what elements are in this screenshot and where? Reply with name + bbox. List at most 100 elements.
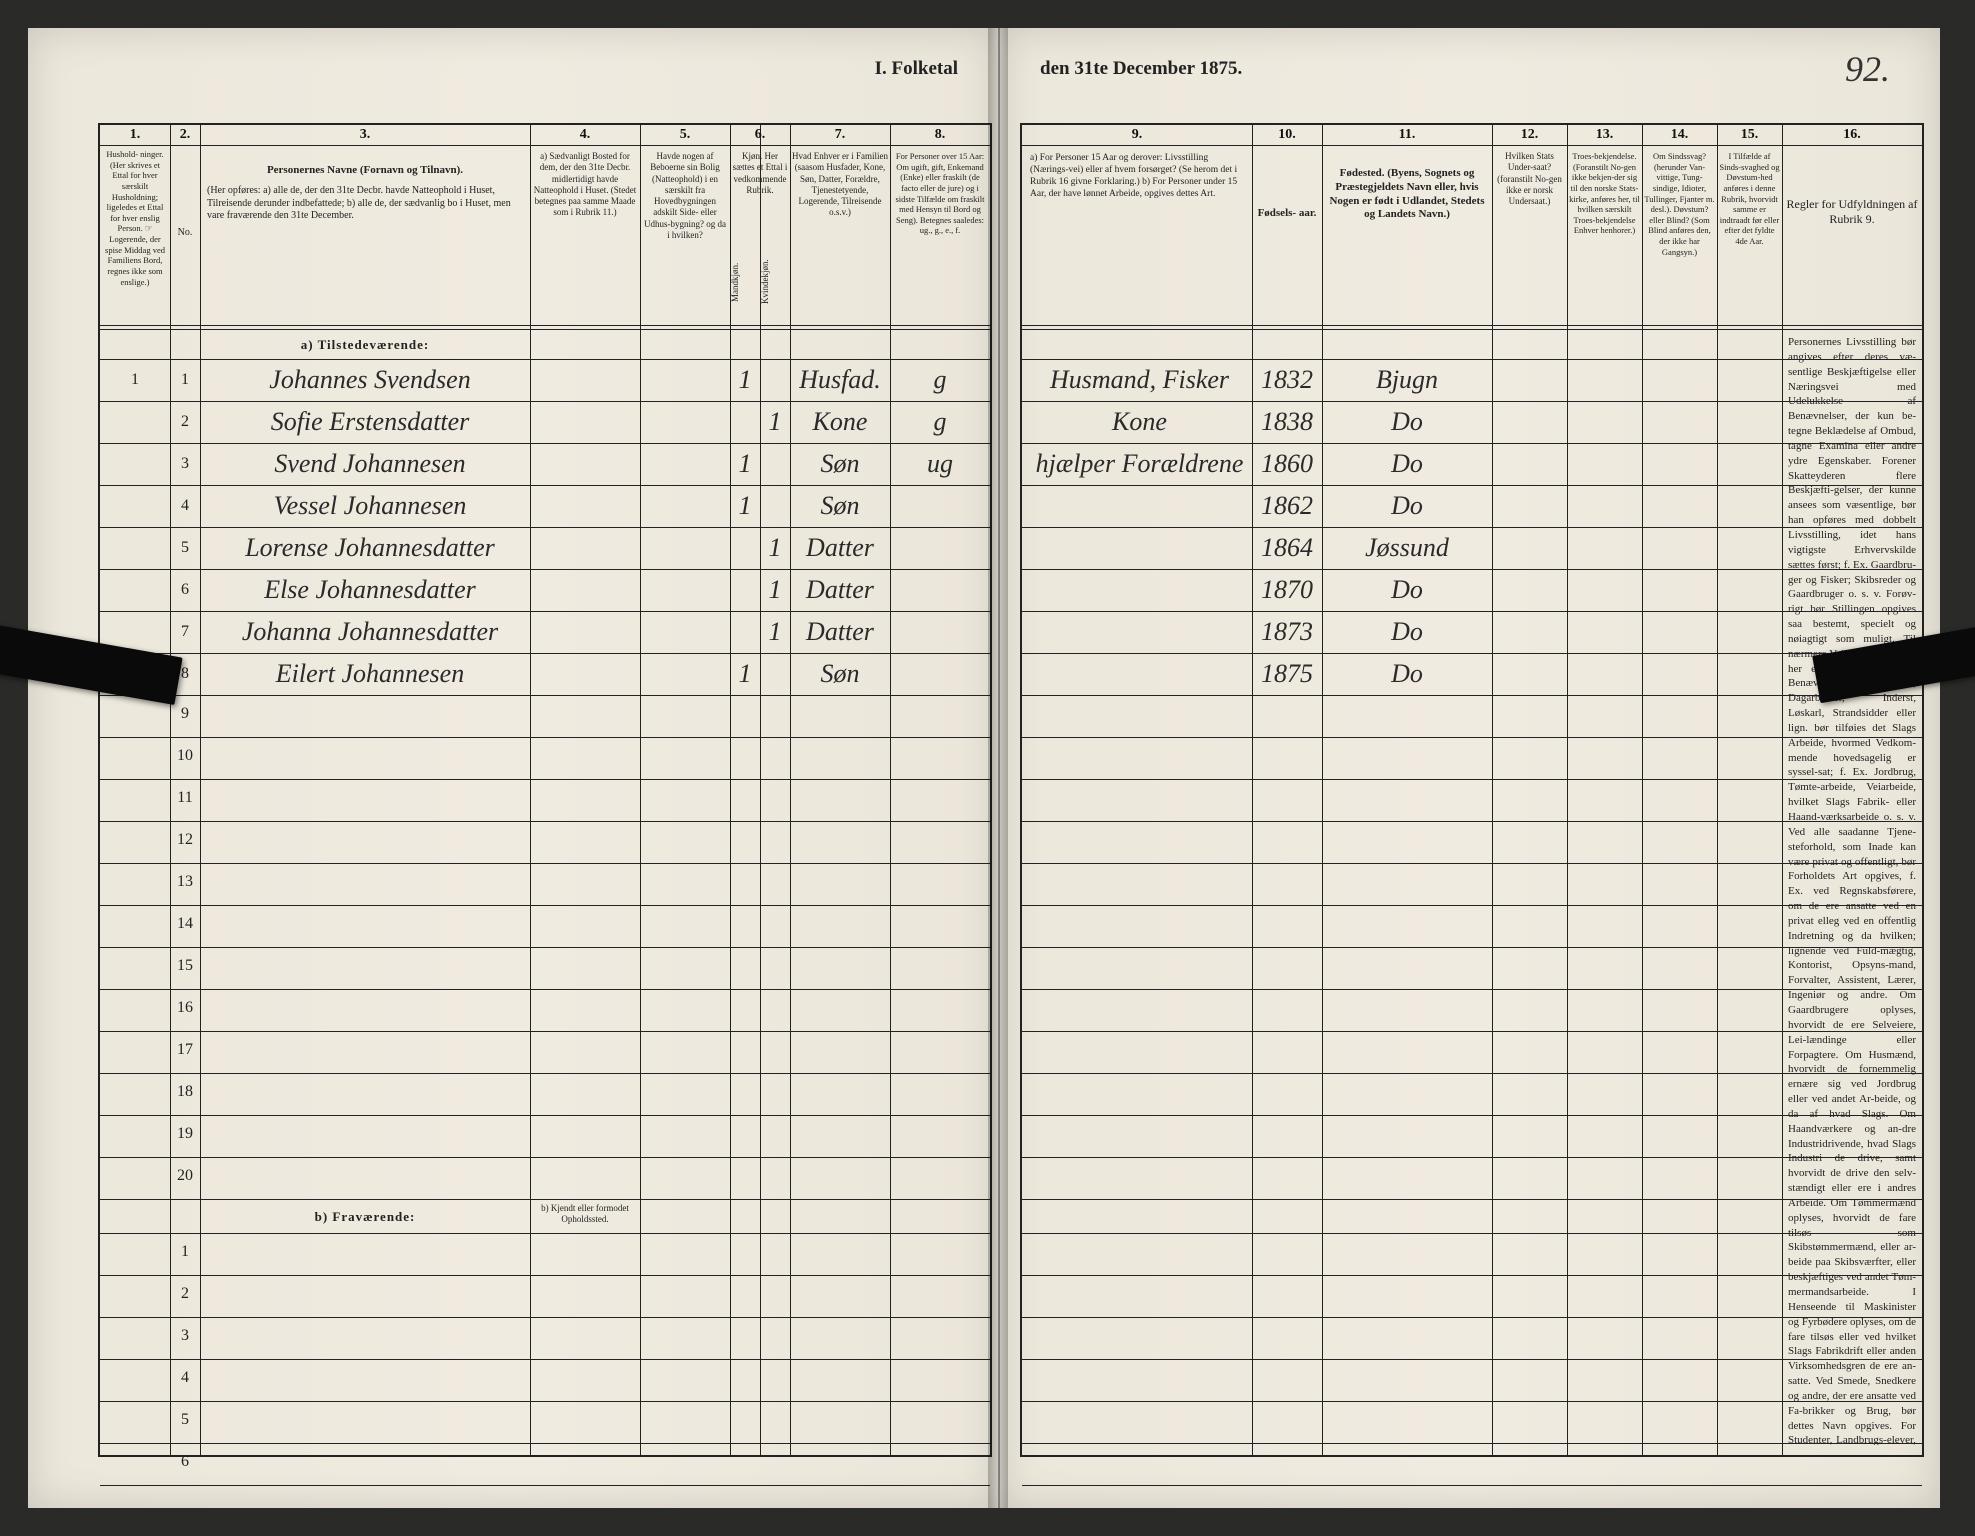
person-no: 13 bbox=[170, 873, 200, 891]
sex-k: 1 bbox=[760, 617, 790, 647]
birth-year: 1870 bbox=[1252, 575, 1322, 605]
sex-k: 1 bbox=[760, 575, 790, 605]
hdr-c8: For Personer over 15 Aar: Om ugift, gift… bbox=[890, 149, 990, 323]
colnum-9: 9. bbox=[1022, 127, 1252, 143]
colnum-4: 4. bbox=[530, 127, 640, 143]
hdr-c14: Om Sindssvag? (herunder Van-vittige, Tun… bbox=[1642, 149, 1717, 259]
colnum-12: 12. bbox=[1492, 127, 1567, 143]
family-role: Datter bbox=[790, 617, 890, 647]
colnum-5: 5. bbox=[640, 127, 730, 143]
hdr-c1: Hushold- ninger. (Her skrives et Ettal f… bbox=[100, 147, 170, 323]
person-no: 12 bbox=[170, 831, 200, 849]
hdr-c13: Troes-bekjendelse. (Foranstilt No-gen ik… bbox=[1567, 149, 1642, 238]
colnum-6: 6. bbox=[730, 127, 790, 143]
birth-place: Do bbox=[1327, 449, 1487, 479]
left-grid: 1. 2. 3. 4. 5. 6. 7. 8. Hushold- ninger.… bbox=[98, 123, 992, 1457]
hdr-c11t: Fødested. (Byens, Sognets og Præstegjeld… bbox=[1322, 165, 1492, 224]
person-no: 3 bbox=[170, 455, 200, 473]
section-b-col4: b) Kjendt eller formodet Opholdssted. bbox=[530, 1201, 640, 1228]
hdr-c4: a) Sædvanligt Bosted for dem, der den 31… bbox=[530, 149, 640, 323]
sex-k: 1 bbox=[760, 407, 790, 437]
family-role: Husfad. bbox=[790, 365, 890, 395]
person-name: Vessel Johannesen bbox=[210, 491, 530, 521]
person-no: 20 bbox=[170, 1167, 200, 1185]
person-name: Johannes Svendsen bbox=[210, 365, 530, 395]
person-name: Else Johannesdatter bbox=[210, 575, 530, 605]
census-book-spread: I. Folketal 1. 2. 3. 4. 5. 6. 7. 8. Hu bbox=[0, 0, 1975, 1536]
person-no: 6 bbox=[170, 581, 200, 599]
person-no: 2 bbox=[170, 1285, 200, 1303]
section-b: b) Fraværende: bbox=[200, 1207, 530, 1227]
birth-place: Bjugn bbox=[1327, 365, 1487, 395]
birth-year: 1864 bbox=[1252, 533, 1322, 563]
person-no: 5 bbox=[170, 539, 200, 557]
hdr-c9: a) For Personer 15 Aar og derover: Livss… bbox=[1022, 149, 1252, 323]
colnum-8: 8. bbox=[890, 127, 990, 143]
right-grid: 9. 10. 11. 12. 13. 14. 15. 16. a) For Pe… bbox=[1020, 123, 1924, 1457]
hdr-c6b: Kvindekjøn. bbox=[758, 240, 774, 324]
colnum-16: 16. bbox=[1782, 127, 1922, 143]
colnum-11: 11. bbox=[1322, 127, 1492, 143]
occupation: hjælper Forældrene bbox=[1027, 449, 1252, 479]
birth-place: Do bbox=[1327, 575, 1487, 605]
hdr-c6a: Mandkjøn. bbox=[728, 240, 744, 324]
person-no: 3 bbox=[170, 1327, 200, 1345]
hdr-c2: No. bbox=[170, 225, 200, 242]
person-no: 1 bbox=[170, 1243, 200, 1261]
title-left: I. Folketal bbox=[28, 58, 998, 80]
birth-place: Do bbox=[1327, 491, 1487, 521]
occupation: Husmand, Fisker bbox=[1027, 365, 1252, 395]
section-a: a) Tilstedeværende: bbox=[200, 335, 530, 355]
birth-place: Do bbox=[1327, 617, 1487, 647]
civil-status: g bbox=[890, 365, 990, 395]
person-no: 17 bbox=[170, 1041, 200, 1059]
person-no: 9 bbox=[170, 705, 200, 723]
hdr-c16: Regler for Udfyldningen af Rubrik 9. bbox=[1782, 195, 1922, 229]
colnum-2: 2. bbox=[170, 127, 200, 143]
sex-m: 1 bbox=[730, 449, 760, 479]
sex-m: 1 bbox=[730, 659, 760, 689]
title-right: den 31te December 1875. bbox=[1000, 58, 1940, 80]
family-role: Søn bbox=[790, 449, 890, 479]
birth-year: 1832 bbox=[1252, 365, 1322, 395]
sex-m: 1 bbox=[730, 491, 760, 521]
person-name: Eilert Johannesen bbox=[210, 659, 530, 689]
person-no: 18 bbox=[170, 1083, 200, 1101]
household-no: 1 bbox=[100, 371, 170, 389]
family-role: Datter bbox=[790, 533, 890, 563]
hdr-c3t: Personernes Navne (Fornavn og Tilnavn). bbox=[200, 160, 530, 180]
birth-year: 1838 bbox=[1252, 407, 1322, 437]
family-role: Datter bbox=[790, 575, 890, 605]
sex-k: 1 bbox=[760, 533, 790, 563]
person-no: 1 bbox=[170, 371, 200, 389]
colnum-3: 3. bbox=[200, 127, 530, 143]
birth-place: Do bbox=[1327, 407, 1487, 437]
person-no: 19 bbox=[170, 1125, 200, 1143]
colnum-15: 15. bbox=[1717, 127, 1782, 143]
book-spine bbox=[988, 28, 1008, 1508]
colnum-1: 1. bbox=[100, 127, 170, 143]
person-name: Svend Johannesen bbox=[210, 449, 530, 479]
colnum-13: 13. bbox=[1567, 127, 1642, 143]
family-role: Søn bbox=[790, 659, 890, 689]
family-role: Søn bbox=[790, 491, 890, 521]
right-page: den 31te December 1875. 92. 9. 10. 11. 1… bbox=[1000, 28, 1940, 1508]
birth-year: 1875 bbox=[1252, 659, 1322, 689]
person-no: 6 bbox=[170, 1453, 200, 1471]
person-name: Johanna Johannesdatter bbox=[210, 617, 530, 647]
colnum-7: 7. bbox=[790, 127, 890, 143]
hdr-c3s: (Her opføres: a) alle de, der den 31te D… bbox=[205, 183, 525, 225]
person-no: 16 bbox=[170, 999, 200, 1017]
hdr-c7: Hvad Enhver er i Familien (saasom Husfad… bbox=[790, 149, 890, 323]
person-no: 7 bbox=[170, 623, 200, 641]
page-number: 92. bbox=[1845, 48, 1890, 90]
person-no: 15 bbox=[170, 957, 200, 975]
person-no: 4 bbox=[170, 497, 200, 515]
hdr-c6: Kjøn. Her sættes et Ettal i vedkommende … bbox=[730, 149, 790, 198]
rules-text: Personernes Livsstilling bør angives eft… bbox=[1788, 335, 1916, 1445]
birth-year: 1873 bbox=[1252, 617, 1322, 647]
person-no: 5 bbox=[170, 1411, 200, 1429]
civil-status: g bbox=[890, 407, 990, 437]
hdr-c12: Hvilken Stats Under-saat? (foranstilt No… bbox=[1492, 149, 1567, 209]
birth-year: 1860 bbox=[1252, 449, 1322, 479]
